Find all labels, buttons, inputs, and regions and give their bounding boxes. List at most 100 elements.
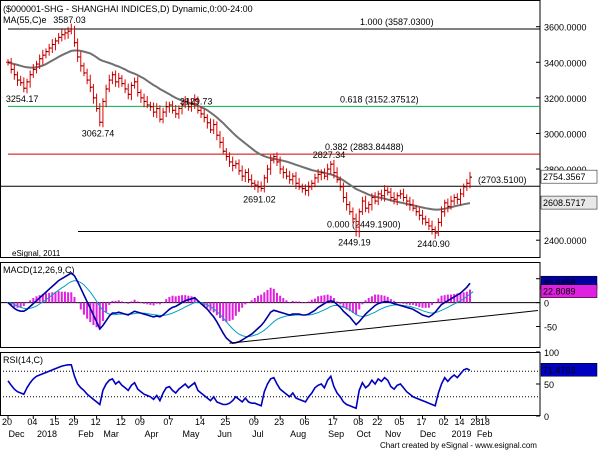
price-y-tick-label: 3000.0000: [544, 129, 587, 139]
price-bar: [28, 70, 33, 88]
price-bar: [15, 71, 20, 86]
price-bar: [464, 178, 469, 191]
macd-histogram-bar: [152, 302, 155, 306]
macd-histogram-bar: [250, 300, 253, 303]
macd-histogram-bar: [355, 302, 358, 315]
rsi-y-tick-label: 0: [544, 412, 549, 422]
price-bar: [306, 181, 311, 197]
macd-histogram-bar: [73, 296, 76, 303]
fib-label: 1.000 (3587.0300): [360, 17, 434, 27]
macd-histogram-bar: [370, 296, 373, 303]
price-bar: [284, 168, 289, 180]
macd-histogram-bar: [326, 294, 329, 303]
macd-value-flag: 40.6458: [543, 278, 576, 288]
price-annotation: 2691.02: [243, 194, 276, 204]
day-tick-label: 04: [27, 417, 37, 427]
price-bar: [81, 62, 86, 77]
macd-histogram-bar: [146, 302, 149, 305]
price-bar: [113, 70, 118, 87]
macd-histogram-bar: [155, 302, 158, 304]
price-annotation: 2440.90: [417, 239, 450, 249]
day-tick-label: 09: [135, 417, 145, 427]
macd-histogram-bar: [215, 302, 218, 316]
price-bar: [85, 68, 90, 85]
price-bar: [56, 33, 61, 45]
month-tick-label: Jul: [252, 429, 264, 439]
macd-histogram-bar: [272, 288, 275, 303]
price-bar: [360, 196, 365, 215]
macd-histogram-bar: [383, 295, 386, 303]
macd-histogram-bar: [282, 298, 285, 303]
macd-histogram-bar: [228, 302, 231, 321]
price-bar: [208, 118, 213, 134]
rsi-value-flag-box: [540, 363, 598, 377]
macd-histogram-bar: [263, 292, 266, 303]
macd-histogram-bar: [38, 295, 41, 303]
price-bar: [246, 168, 251, 183]
price-bar: [445, 198, 450, 213]
macd-histogram-bar: [139, 302, 142, 304]
macd-histogram-bar: [171, 295, 174, 303]
price-bar: [335, 167, 340, 183]
macd-histogram-bar: [86, 302, 89, 319]
price-bar: [43, 48, 48, 59]
price-bar: [211, 119, 216, 134]
macd-histogram-bar: [234, 302, 237, 316]
ma-value-flag: 2608.5717: [543, 198, 586, 208]
day-tick-label: 23: [274, 417, 284, 427]
macd-histogram-bar: [219, 302, 222, 319]
esignal-watermark: eSignal, 2011: [12, 249, 61, 258]
macd-trendline: [229, 310, 539, 344]
macd-histogram-bar: [22, 302, 25, 307]
macd-histogram-bar: [443, 295, 446, 303]
month-tick-label: Jun: [217, 429, 232, 439]
macd-histogram-bar: [16, 302, 19, 308]
macd-histogram-bar: [396, 302, 399, 303]
macd-histogram-bar: [399, 302, 402, 304]
fib-label: 0.000 (2449.1900): [327, 219, 401, 229]
macd-histogram-bar: [291, 300, 294, 303]
price-bar: [104, 84, 109, 108]
macd-histogram-bar: [29, 300, 32, 303]
macd-histogram-bar: [412, 302, 415, 305]
macd-histogram-bar: [364, 300, 367, 303]
macd-histogram-bar: [222, 302, 225, 321]
macd-histogram-bar: [143, 302, 146, 304]
macd-histogram-bar: [380, 295, 383, 303]
price-bar: [18, 75, 23, 86]
macd-histogram-bar: [437, 298, 440, 303]
price-bar: [59, 29, 64, 42]
price-bar: [107, 74, 112, 93]
macd-histogram-bar: [76, 302, 79, 304]
price-annotation: 2449.19: [338, 237, 371, 247]
macd-histogram-bar: [79, 302, 82, 310]
price-bar: [173, 104, 178, 118]
macd-histogram-bar: [402, 302, 405, 304]
day-tick-label: 06: [299, 417, 309, 427]
rsi-y-tick-label: 50: [544, 380, 554, 390]
signal-value-flag: 22.8089: [543, 287, 576, 297]
price-bar: [230, 156, 235, 172]
macd-histogram-bar: [408, 302, 411, 305]
macd-histogram-bar: [111, 300, 114, 303]
macd-histogram-bar: [32, 298, 35, 303]
macd-histogram-bar: [279, 295, 282, 303]
macd-histogram-bar: [446, 294, 449, 303]
day-tick-label: 22: [372, 417, 382, 427]
price-bar: [40, 49, 45, 65]
day-tick-label: 08: [353, 417, 363, 427]
macd-histogram-bar: [256, 295, 259, 303]
macd-histogram-bar: [377, 294, 380, 303]
day-tick-label: 20: [2, 417, 12, 427]
macd-histogram-bar: [348, 302, 351, 312]
price-bar: [452, 194, 457, 206]
macd-histogram-bar: [41, 294, 44, 303]
macd-histogram-bar: [336, 301, 339, 303]
macd-histogram-bar: [374, 294, 377, 303]
price-bar: [385, 187, 390, 196]
macd-histogram-bar: [203, 302, 206, 307]
price-bar: [455, 193, 460, 205]
day-tick-label: 07: [163, 417, 173, 427]
